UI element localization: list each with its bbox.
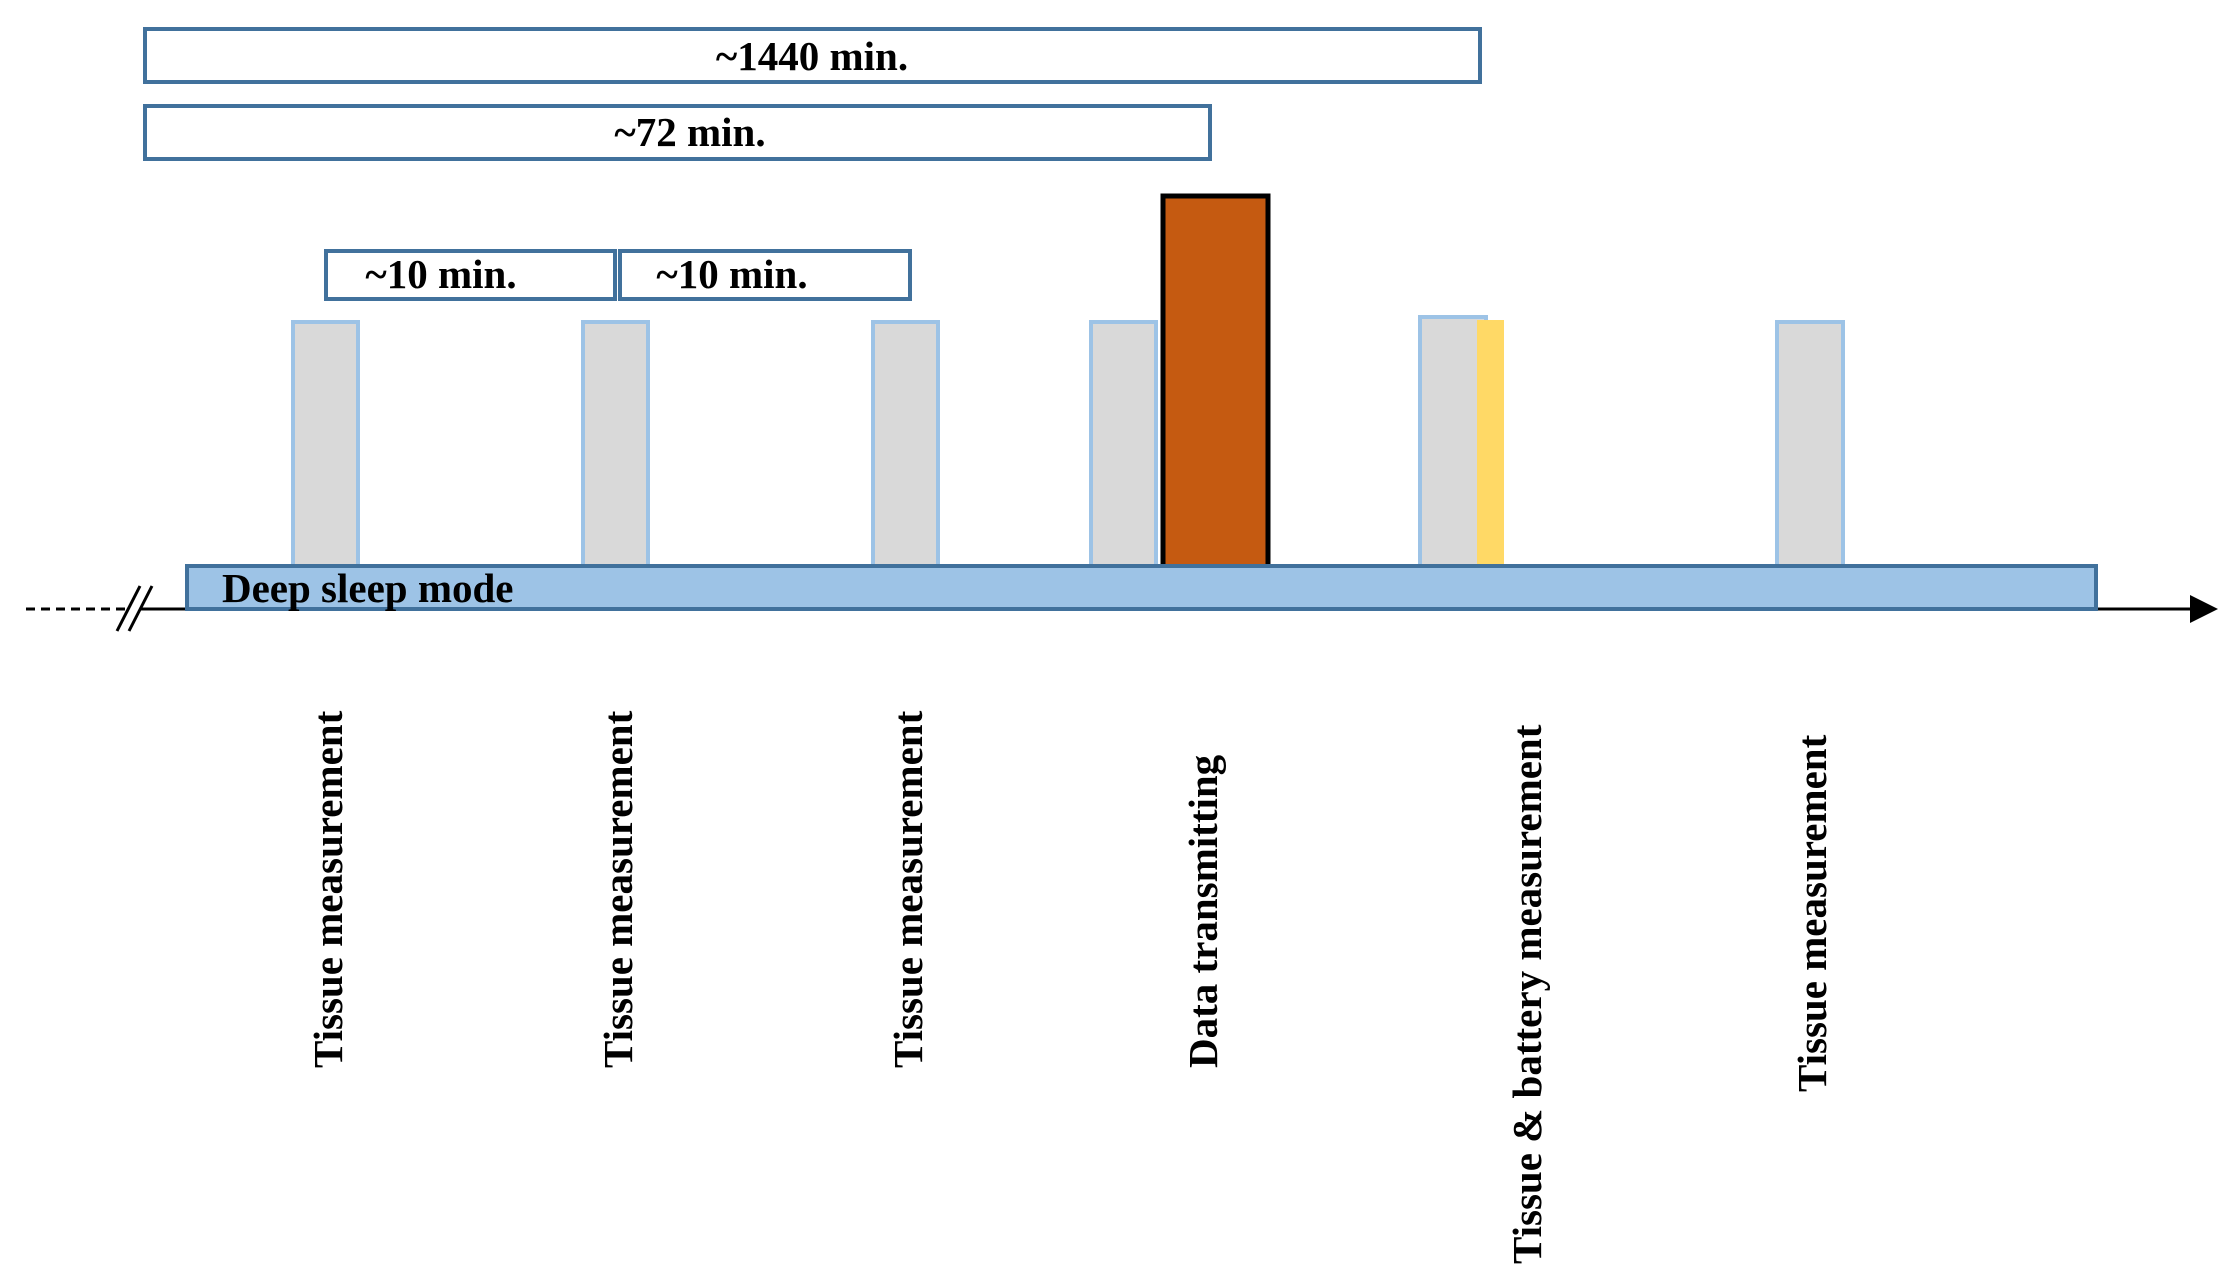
tissue-measurement-block-1: [291, 320, 360, 569]
duration-span-72-label: ~72 min.: [614, 109, 765, 155]
data-transmitting-block: [1160, 193, 1271, 570]
duration-span-10-second-label: ~10 min.: [656, 251, 807, 297]
event-label-data-transmitting: Data transmitting: [1180, 754, 1226, 1068]
duration-span-10-first-label: ~10 min.: [365, 251, 516, 297]
duration-span-10-second: ~10 min.: [618, 249, 912, 301]
time-axis-arrowhead: [2190, 595, 2218, 623]
duration-span-1440: ~1440 min.: [143, 27, 1482, 84]
event-label-tissue-measurement-2: Tissue measurement: [595, 710, 641, 1068]
event-label-tissue-battery-measurement: Tissue & battery measurement: [1504, 724, 1550, 1264]
tissue-measurement-block-4: [1089, 320, 1158, 569]
time-axis-break-mark-1: [115, 585, 142, 632]
tissue-measurement-block-3: [871, 320, 940, 569]
duration-span-1440-label: ~1440 min.: [716, 33, 908, 79]
duration-span-72: ~72 min.: [143, 104, 1212, 161]
event-label-tissue-measurement-3: Tissue measurement: [885, 710, 931, 1068]
duration-span-10-second-box: [618, 249, 912, 301]
deep-sleep-band: Deep sleep mode: [185, 564, 2098, 611]
event-label-tissue-measurement-6: Tissue measurement: [1789, 734, 1835, 1092]
tissue-measurement-block-2: [581, 320, 650, 569]
battery-measurement-block: [1477, 320, 1504, 567]
event-label-tissue-measurement-1: Tissue measurement: [305, 710, 351, 1068]
tissue-battery-measurement-tissue-block: [1418, 315, 1488, 569]
duration-span-1440-box: [143, 27, 1482, 84]
duration-span-10-first-box: [324, 249, 617, 301]
duration-span-10-first: ~10 min.: [324, 249, 617, 301]
deep-sleep-band-label: Deep sleep mode: [222, 565, 514, 611]
deep-sleep-band-rect: [185, 564, 2098, 611]
duration-span-72-box: [143, 104, 1212, 161]
tissue-measurement-block-6: [1775, 320, 1845, 569]
